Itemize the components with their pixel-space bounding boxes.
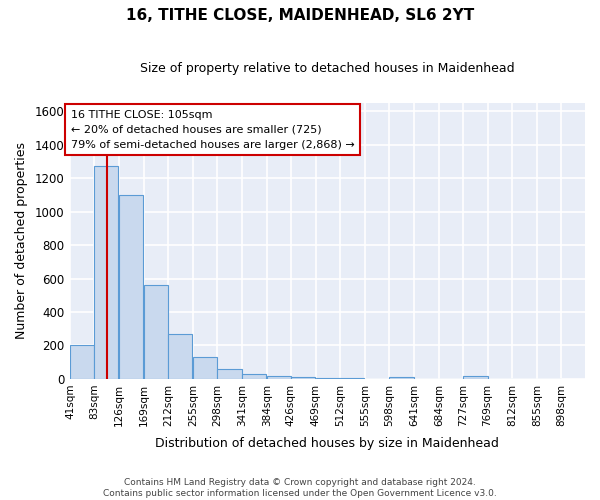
Bar xyxy=(70,346,94,379)
Bar xyxy=(389,377,413,379)
Title: Size of property relative to detached houses in Maidenhead: Size of property relative to detached ho… xyxy=(140,62,515,76)
Text: Contains HM Land Registry data © Crown copyright and database right 2024.
Contai: Contains HM Land Registry data © Crown c… xyxy=(103,478,497,498)
Bar xyxy=(291,377,315,379)
Bar xyxy=(242,374,266,379)
X-axis label: Distribution of detached houses by size in Maidenhead: Distribution of detached houses by size … xyxy=(155,437,499,450)
Bar xyxy=(267,376,291,379)
Y-axis label: Number of detached properties: Number of detached properties xyxy=(15,142,28,340)
Bar xyxy=(340,378,364,379)
Text: 16 TITHE CLOSE: 105sqm
← 20% of detached houses are smaller (725)
79% of semi-de: 16 TITHE CLOSE: 105sqm ← 20% of detached… xyxy=(71,110,355,150)
Text: 16, TITHE CLOSE, MAIDENHEAD, SL6 2YT: 16, TITHE CLOSE, MAIDENHEAD, SL6 2YT xyxy=(126,8,474,22)
Bar xyxy=(463,376,488,379)
Bar xyxy=(94,166,118,379)
Bar xyxy=(193,357,217,379)
Bar xyxy=(168,334,192,379)
Bar xyxy=(143,286,167,379)
Bar xyxy=(119,195,143,379)
Bar xyxy=(316,378,340,379)
Bar xyxy=(217,369,242,379)
